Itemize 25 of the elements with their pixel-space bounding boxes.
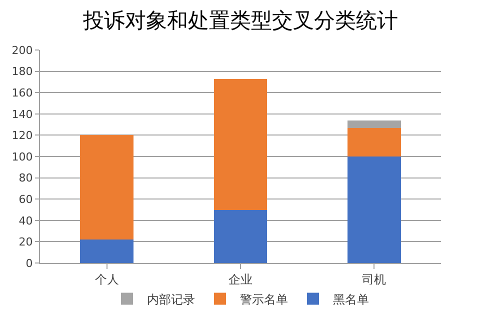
legend-label: 内部记录 (147, 292, 195, 306)
y-tick-label: 60 (18, 192, 33, 206)
y-tick-label: 100 (12, 150, 33, 164)
x-tick-label: 个人 (94, 272, 119, 286)
bar (214, 78, 268, 210)
legend-label: 警示名单 (240, 292, 288, 306)
y-tick-label: 140 (12, 108, 33, 121)
legend-label: 黑名单 (333, 292, 369, 306)
x-tick-label: 司机 (362, 272, 386, 286)
y-tick-label: 40 (18, 214, 33, 228)
bar (347, 156, 401, 263)
bar (214, 210, 268, 263)
bar (80, 240, 134, 263)
chart-title: 投诉对象和处置类型交叉分类统计 (82, 8, 398, 33)
y-tick-label: 0 (26, 256, 33, 270)
y-tick-label: 180 (12, 65, 33, 78)
bar (80, 135, 134, 240)
x-tick-label: 企业 (228, 272, 252, 286)
y-tick-label: 200 (12, 44, 33, 57)
bar (347, 120, 401, 128)
y-tick-label: 20 (18, 236, 33, 249)
y-tick-label: 80 (18, 172, 33, 185)
y-tick-label: 160 (12, 86, 33, 100)
bar (347, 128, 401, 156)
y-tick-label: 120 (12, 129, 33, 142)
